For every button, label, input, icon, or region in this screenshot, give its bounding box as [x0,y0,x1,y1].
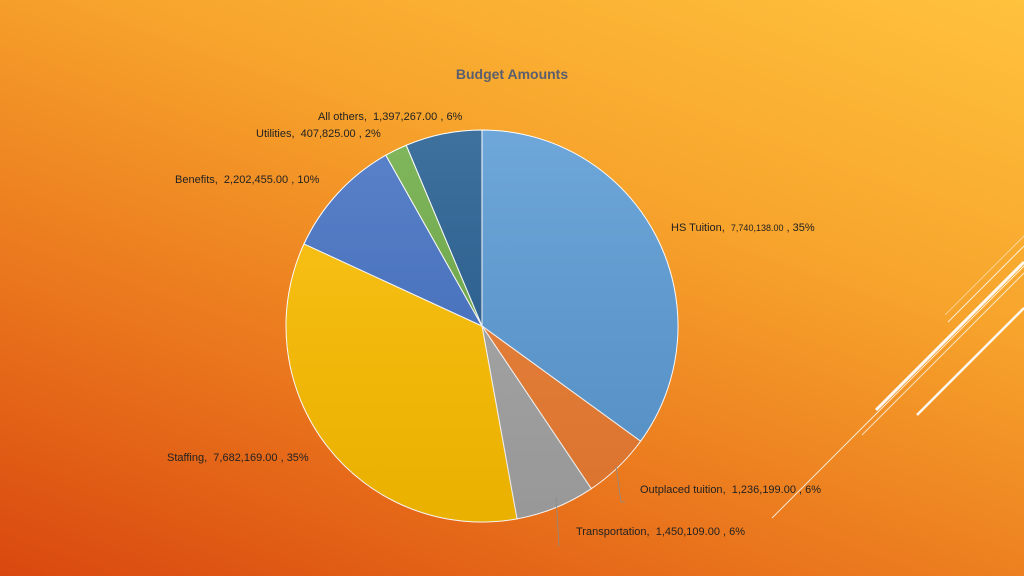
label-percent: 35% [792,222,815,234]
label-name: Outplaced tuition [640,484,723,496]
data-label-staffing: Staffing, 7,682,169.00 , 35% [167,452,309,464]
label-value: 407,825.00 [300,128,356,140]
label-name: HS Tuition [671,222,722,234]
label-value: 7,682,169.00 [213,452,278,464]
leader-lines [555,465,625,547]
label-percent: 6% [729,526,746,538]
label-name: Staffing [167,452,205,464]
label-name: All others [318,111,364,123]
label-value: 1,450,109.00 [655,526,720,538]
pie-shading [286,130,678,522]
data-label-all-others: All others, 1,397,267.00 , 6% [318,111,463,123]
label-value: 1,236,199.00 [731,484,796,496]
data-label-transportation: Transportation, 1,450,109.00 , 6% [576,526,746,538]
data-label-utilities: Utilities, 407,825.00 , 2% [256,128,381,140]
label-value: 7,740,138.00 [730,223,784,233]
deco-line-3 [874,260,1024,412]
label-percent: 35% [286,452,309,464]
label-name: Utilities [256,128,292,140]
deco-line-1 [947,245,1024,323]
label-percent: 6% [805,484,822,496]
deco-line-5 [861,272,1024,436]
label-name: Benefits [175,174,215,186]
data-label-outplaced-tuition: Outplaced tuition, 1,236,199.00 , 6% [640,484,822,496]
deco-line-4 [916,307,1024,416]
label-percent: 6% [446,111,463,123]
pie-chart [285,129,679,523]
leader-line-transportation [555,496,560,547]
data-label-benefits: Benefits, 2,202,455.00 , 10% [175,174,320,186]
label-name: Transportation [576,526,647,538]
leader-line-outplaced [615,465,625,503]
label-value: 1,397,267.00 [373,111,438,123]
data-label-hs-tuition: HS Tuition, 7,740,138.00 , 35% [671,222,815,234]
deco-line-2 [944,235,1024,316]
label-percent: 2% [364,128,381,140]
label-percent: 10% [297,174,320,186]
deco-line-6 [771,265,1024,519]
chart-title: Budget Amounts [455,66,569,82]
label-value: 2,202,455.00 [223,174,289,186]
